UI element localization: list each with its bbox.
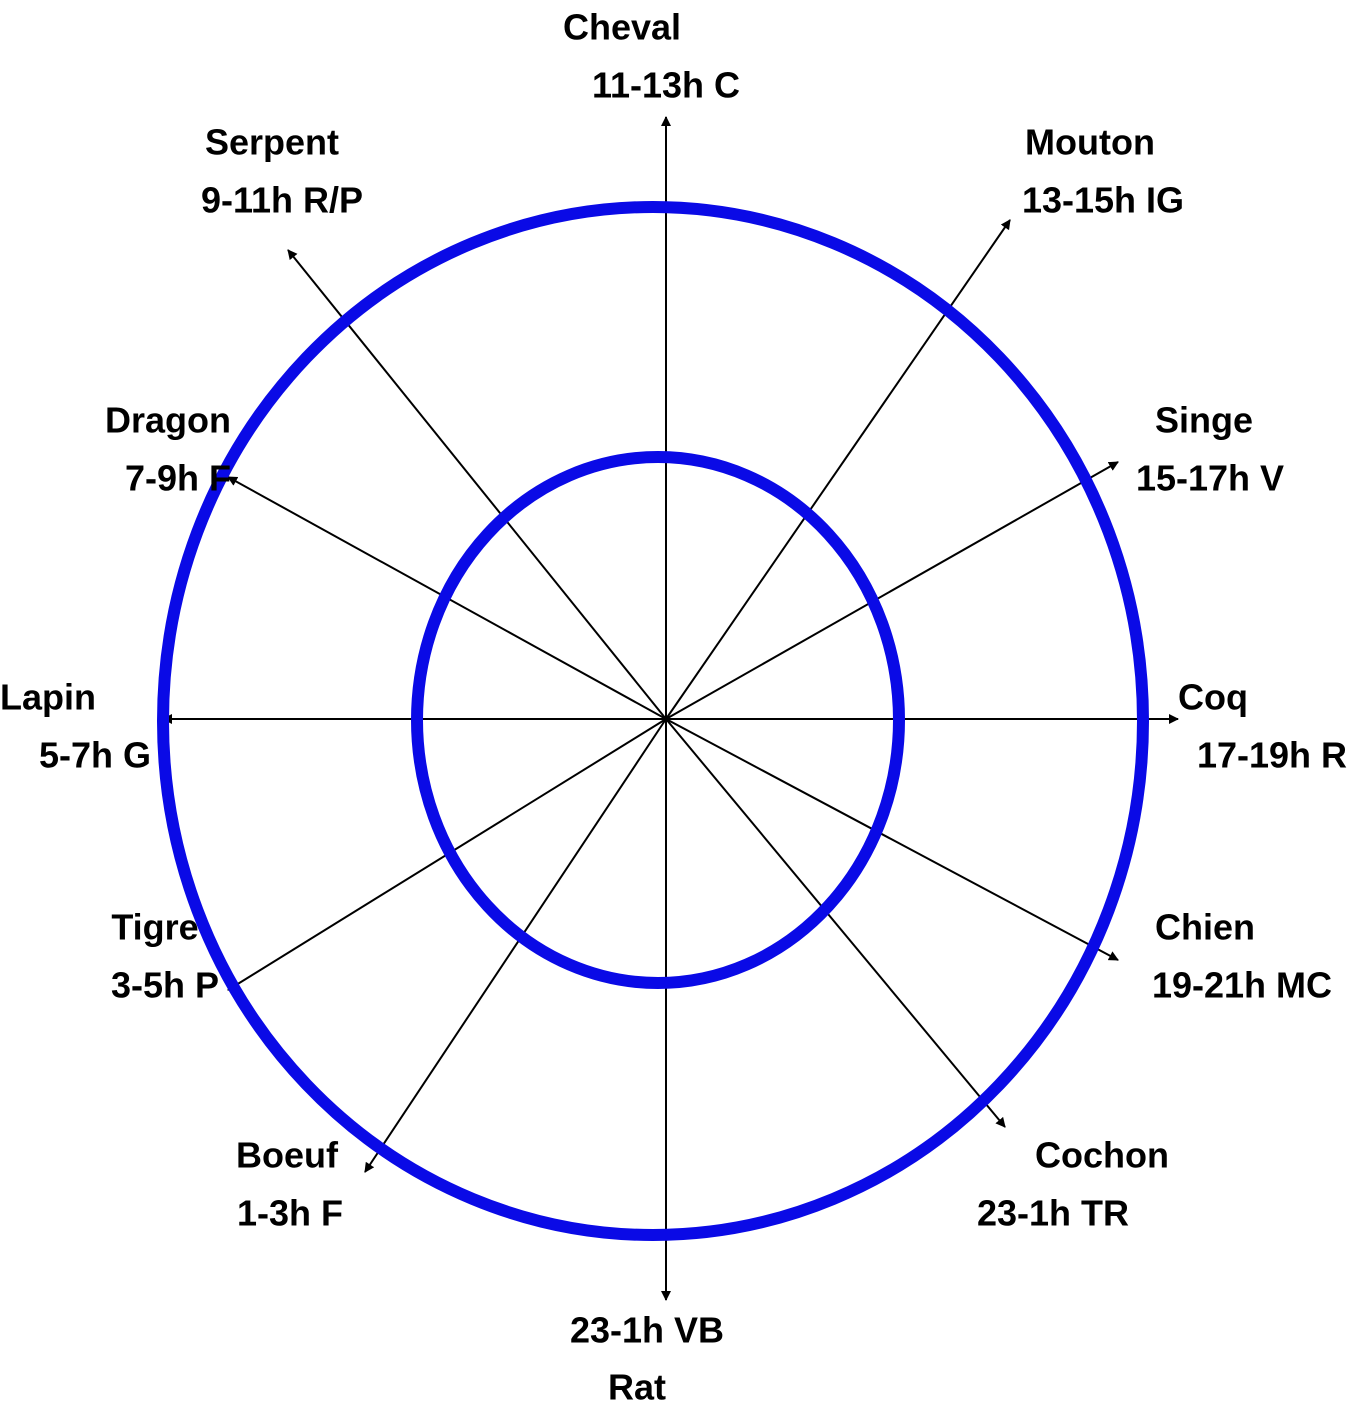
node-name: Cheval (563, 7, 681, 48)
node-time: 23-1h TR (977, 1193, 1129, 1234)
arrow (665, 219, 1011, 720)
node-name: Rat (608, 1367, 666, 1408)
node-name: Mouton (1025, 122, 1155, 163)
node-time: 3-5h P (111, 965, 219, 1006)
node-name: Dragon (105, 400, 231, 441)
arrow (665, 461, 1119, 720)
node-time: 23-1h VB (570, 1310, 724, 1351)
node-name: Serpent (205, 122, 339, 163)
arrows (162, 116, 1179, 1301)
node-time: 15-17h V (1136, 458, 1284, 499)
arrow (364, 718, 667, 1173)
node-time: 1-3h F (237, 1193, 343, 1234)
arrow (665, 718, 1119, 961)
node-time: 7-9h F (125, 458, 231, 499)
node-name: Lapin (0, 677, 96, 718)
node-time: 17-19h R (1197, 735, 1347, 776)
arrow (287, 249, 667, 720)
node-time: 11-13h C (592, 65, 740, 106)
node-name: Chien (1155, 907, 1255, 948)
node-name: Tigre (111, 907, 198, 948)
node-name: Cochon (1035, 1135, 1169, 1176)
node-time: 19-21h MC (1152, 965, 1332, 1006)
node-name: Boeuf (236, 1135, 339, 1176)
node-time: 13-15h IG (1022, 180, 1184, 221)
node-time: 9-11h R/P (201, 180, 363, 221)
node-name: Coq (1178, 677, 1248, 718)
node-name: Singe (1155, 400, 1253, 441)
outer-circle (157, 201, 1149, 1241)
inner-circle (411, 451, 905, 989)
labels: Cheval 11-13h C Mouton 13-15h IG Singe 15-17h… (0, 7, 1347, 1408)
node-time: 5-7h G (39, 735, 151, 776)
arrow (665, 718, 1006, 1128)
